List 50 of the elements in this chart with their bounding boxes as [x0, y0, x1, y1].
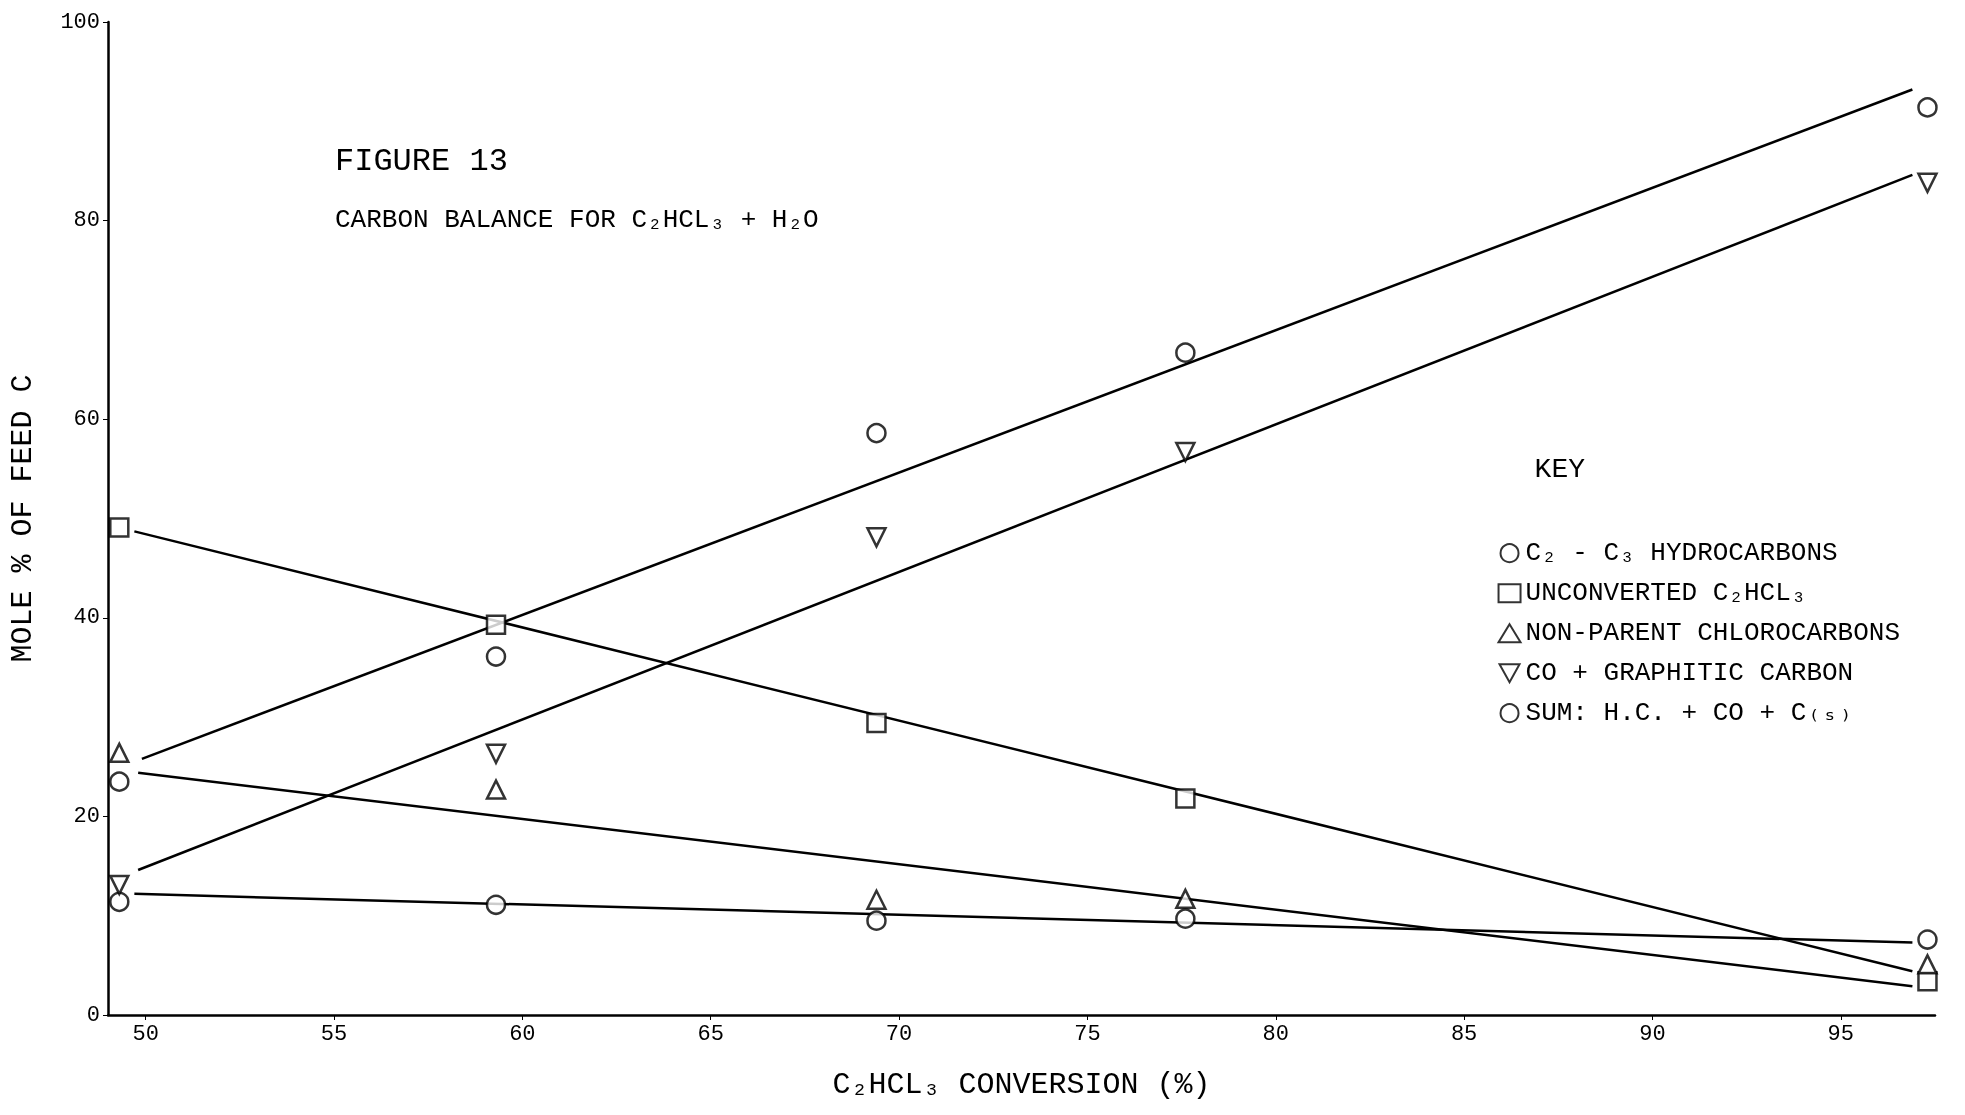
point: [485, 614, 507, 635]
point: [109, 517, 130, 538]
y-tick-label: 100: [60, 9, 100, 35]
x-tick-label: 85: [1450, 1021, 1478, 1047]
x-tick-label: 60: [509, 1021, 536, 1047]
point: [485, 894, 507, 916]
x-tick-label: 90: [1639, 1021, 1666, 1047]
point: [1917, 97, 1938, 118]
point: [1917, 954, 1938, 975]
y-tick-label: 20: [73, 803, 100, 829]
legend-label: NON-PARENT CHLOROCARBONS: [1525, 618, 1901, 649]
x-tick-label: 75: [1074, 1021, 1101, 1047]
point: [109, 771, 130, 792]
point: [1175, 342, 1196, 363]
legend-label: C₂ - C₃ HYDROCARBONS: [1525, 538, 1838, 569]
text: CARBON BALANCE FOR C₂HCL₃ + H₂O: [335, 205, 819, 235]
point: [1175, 788, 1196, 809]
point: [866, 422, 887, 444]
point: [485, 779, 507, 800]
point: [866, 889, 887, 911]
point: [485, 743, 507, 765]
y-tick-label: 0: [86, 1002, 100, 1028]
point: [1175, 441, 1196, 463]
text: FIGURE 13: [335, 142, 508, 180]
point: [866, 910, 887, 931]
x-tick-label: 65: [697, 1021, 724, 1047]
point: [1175, 888, 1196, 910]
point: [485, 646, 507, 667]
y-tick-label: 40: [73, 605, 100, 631]
point: [109, 874, 130, 896]
point: [866, 527, 887, 548]
y-axis-title: MOLE % OF FEED C: [6, 374, 40, 663]
x-tick-label: 70: [885, 1021, 913, 1047]
x-tick-label: 80: [1262, 1021, 1289, 1047]
y-tick-label: 60: [73, 406, 100, 432]
x-tick-label: 55: [320, 1021, 348, 1047]
point: [1917, 929, 1938, 950]
x-axis-title: C₂HCL₃ CONVERSION (%): [832, 1068, 1211, 1102]
legend-label: SUM: H.C. + CO + C₍ₛ₎: [1525, 698, 1854, 729]
x-tick-label: 50: [132, 1021, 159, 1047]
x-tick-label: 95: [1827, 1021, 1855, 1047]
legend-label: UNCONVERTED C₂HCL₃: [1525, 578, 1807, 609]
point: [1175, 908, 1196, 929]
legend-label: CO + GRAPHITIC CARBON: [1525, 658, 1854, 689]
point: [866, 712, 887, 734]
point: [109, 891, 130, 913]
point: [1917, 172, 1938, 194]
y-tick-label: 80: [73, 208, 100, 234]
point: [109, 742, 130, 764]
legend-title: KEY: [1534, 453, 1586, 485]
